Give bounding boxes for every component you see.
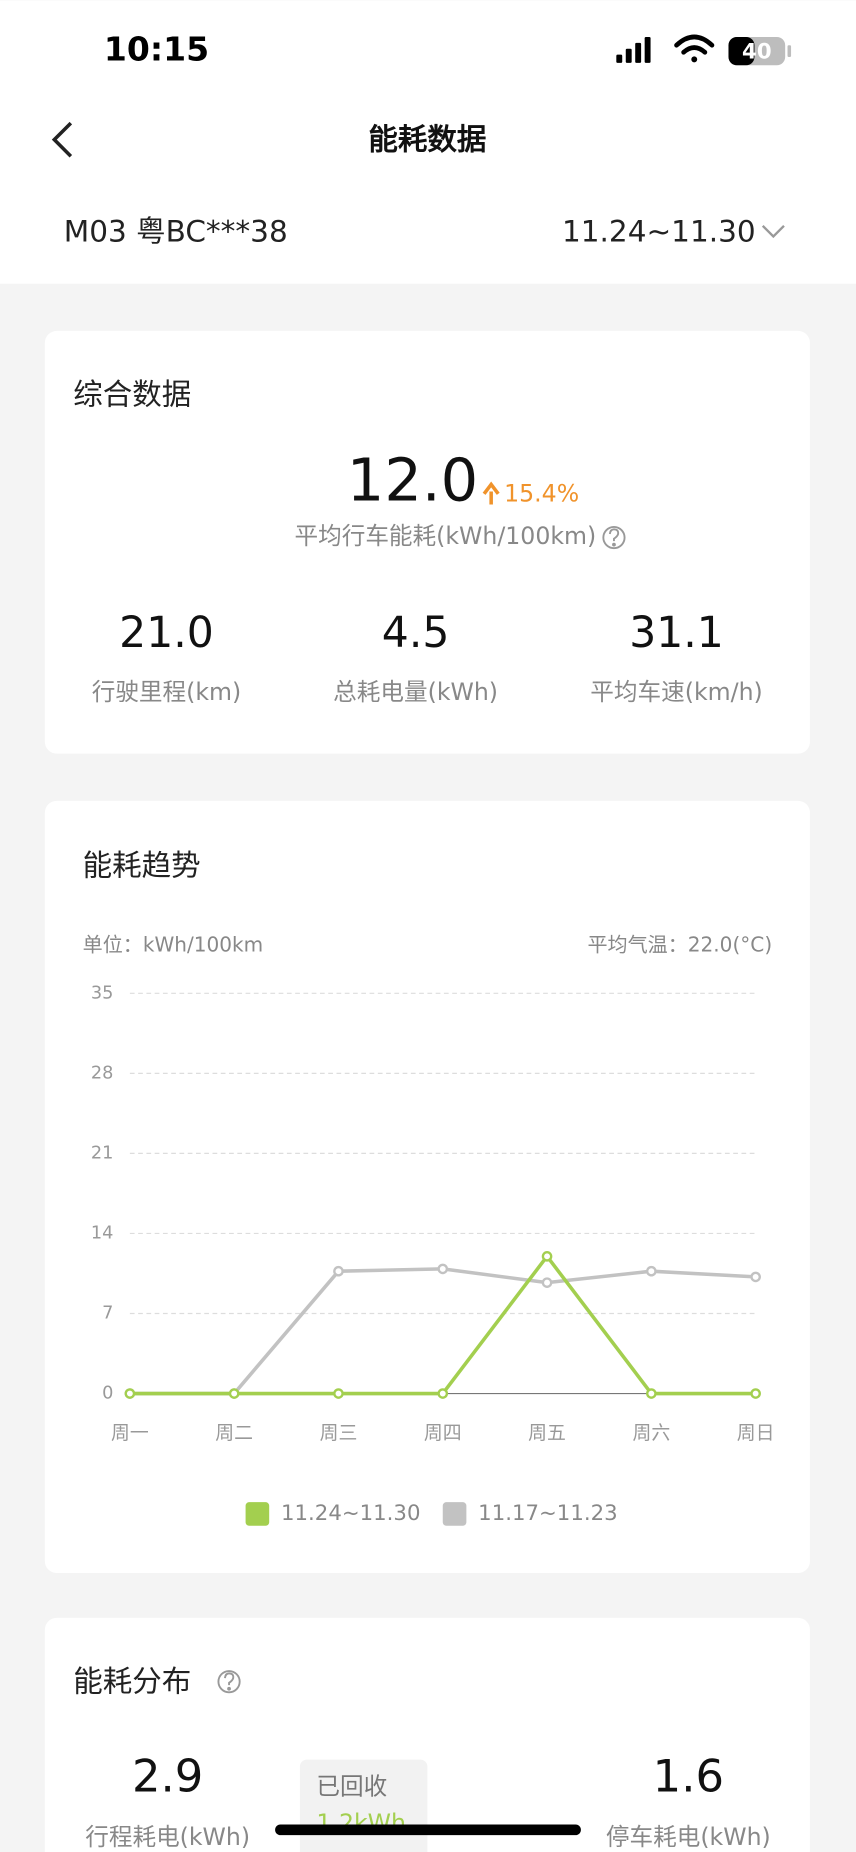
legend-swatch <box>245 1502 270 1526</box>
signal-icon <box>616 36 651 63</box>
stat-label: 行驶里程(km) <box>92 678 242 706</box>
y-tick-label: 0 <box>102 1384 113 1404</box>
legend-label: 11.24~11.30 <box>281 1501 420 1526</box>
help-icon[interactable] <box>217 1670 241 1694</box>
x-tick-label: 周二 <box>215 1422 253 1444</box>
x-tick-label: 周一 <box>111 1422 149 1444</box>
x-tick-label: 周四 <box>424 1422 462 1444</box>
data-point <box>646 1388 657 1399</box>
stat-label: 平均车速(km/h) <box>590 678 762 706</box>
wifi-icon <box>674 34 715 63</box>
home-indicator <box>275 1824 581 1836</box>
top-area <box>0 0 856 284</box>
help-icon[interactable] <box>602 525 626 550</box>
trip-value: 2.9 <box>132 1750 203 1803</box>
legend-label: 11.17~11.23 <box>478 1501 617 1526</box>
data-point <box>750 1388 761 1399</box>
data-point <box>124 1388 136 1399</box>
data-point <box>437 1388 449 1399</box>
y-tick-label: 14 <box>91 1223 114 1243</box>
change-value: 15.4% <box>504 480 579 508</box>
stat-label: 总耗电量(kWh) <box>333 678 498 706</box>
trend-card <box>44 800 810 1574</box>
line-chart: 0 7 14 21 28 35 周一 周二 周三 周四 周五 周六 周日 11.24~11.30 11.17… <box>91 983 775 1526</box>
x-tick-label: 周六 <box>632 1422 670 1444</box>
up-arrow <box>482 481 500 505</box>
data-point <box>228 1388 240 1399</box>
unit-label: 单位：kWh/100km <box>83 933 264 957</box>
back-button[interactable] <box>51 121 73 158</box>
parking-value: 1.6 <box>653 1750 724 1803</box>
data-point <box>333 1388 344 1399</box>
y-tick-label: 35 <box>91 983 114 1003</box>
card-title: 能耗分布 <box>73 1664 191 1698</box>
x-tick-label: 周五 <box>528 1422 566 1444</box>
stat-value: 21.0 <box>119 609 214 658</box>
status-time: 10:15 <box>104 30 209 69</box>
data-point <box>541 1251 553 1262</box>
battery-text: 40 <box>742 39 772 64</box>
main-value: 12.0 <box>347 446 478 515</box>
data-point <box>646 1265 657 1277</box>
trip-label: 行程耗电(kWh) <box>85 1823 250 1851</box>
y-tick-label: 21 <box>91 1143 114 1163</box>
card-title: 综合数据 <box>73 377 191 411</box>
legend-swatch <box>442 1502 467 1526</box>
x-tick-label: 周日 <box>737 1422 775 1444</box>
data-point <box>333 1265 344 1277</box>
main-label: 平均行车能耗(kWh/100km) <box>294 522 596 550</box>
y-tick-label: 28 <box>91 1063 114 1083</box>
date-range[interactable]: 11.24~11.30 <box>562 214 756 248</box>
x-tick-label: 周三 <box>320 1422 358 1444</box>
data-point <box>541 1277 553 1288</box>
dropdown-arrow[interactable] <box>761 225 785 239</box>
stat-value: 31.1 <box>629 609 724 658</box>
data-point <box>750 1271 761 1283</box>
card-title: 能耗趋势 <box>83 848 201 882</box>
recovered-label: 已回收 <box>316 1772 387 1800</box>
vehicle-name[interactable]: M03 粤BC***38 <box>64 214 288 248</box>
battery-tip <box>787 45 792 58</box>
summary-card <box>44 330 810 754</box>
page-title: 能耗数据 <box>368 122 486 156</box>
battery-level <box>728 36 755 66</box>
temp-label: 平均气温：22.0(°C) <box>587 933 772 957</box>
data-point <box>437 1263 449 1275</box>
parking-label: 停车耗电(kWh) <box>606 1823 771 1851</box>
stat-value: 4.5 <box>382 609 450 658</box>
y-tick-label: 7 <box>102 1304 113 1324</box>
distribution-card <box>44 1617 810 1852</box>
